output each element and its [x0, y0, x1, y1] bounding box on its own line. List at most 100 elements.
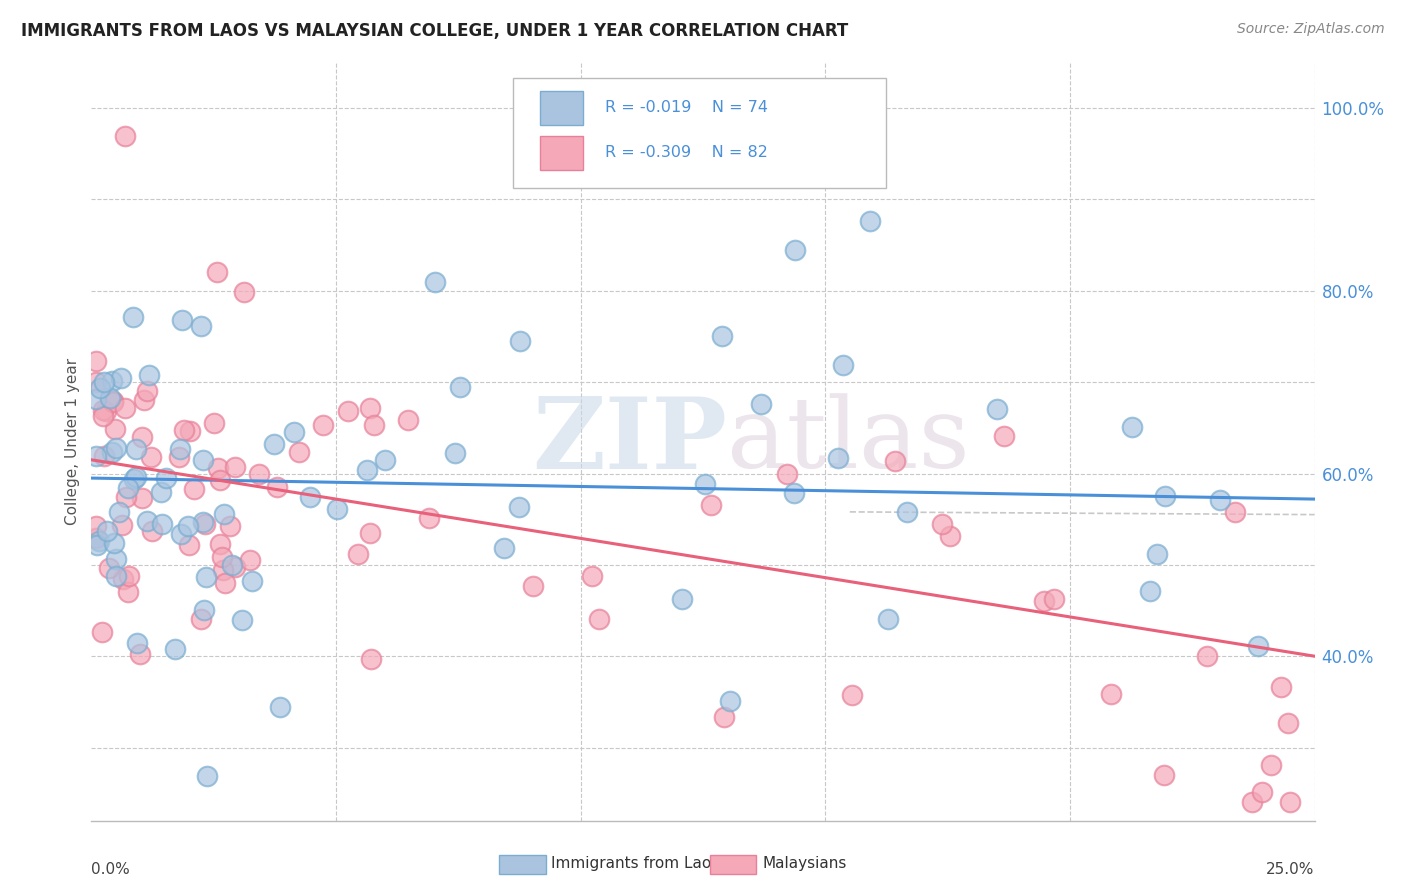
Point [208, 537, 231, 551]
Point [1032, 593, 1054, 607]
Point [93, 375, 115, 389]
Point [169, 442, 191, 457]
Point [581, 569, 603, 583]
Point [84, 392, 107, 406]
Point [105, 551, 128, 566]
Point [84, 376, 107, 390]
Text: 0.0%: 0.0% [91, 863, 131, 878]
Point [167, 450, 190, 464]
Point [492, 541, 515, 555]
FancyBboxPatch shape [513, 78, 886, 187]
Point [214, 576, 236, 591]
Point [94, 404, 117, 418]
Point [101, 394, 124, 409]
Text: Immigrants from Laos: Immigrants from Laos [551, 856, 720, 871]
Point [150, 517, 173, 532]
Point [359, 401, 381, 415]
Point [509, 334, 531, 348]
Point [98, 560, 121, 574]
Text: Malaysians: Malaysians [762, 856, 846, 871]
Point [84, 449, 107, 463]
Point [224, 560, 246, 574]
Point [86, 538, 108, 552]
Point [1043, 592, 1066, 607]
Point [749, 397, 772, 411]
Point [832, 359, 855, 373]
Point [114, 128, 136, 143]
Text: R = -0.309    N = 82: R = -0.309 N = 82 [605, 145, 768, 160]
Point [1279, 796, 1302, 810]
Point [177, 519, 200, 533]
Point [104, 442, 127, 456]
Point [337, 404, 360, 418]
Point [1195, 649, 1218, 664]
Point [125, 470, 148, 484]
Point [136, 384, 159, 399]
Point [212, 563, 235, 577]
Point [84, 519, 107, 533]
Point [1225, 505, 1247, 519]
Point [191, 515, 214, 529]
Point [1209, 493, 1232, 508]
Point [122, 472, 145, 486]
Point [360, 652, 382, 666]
Point [1154, 489, 1177, 503]
Point [98, 391, 121, 405]
Point [938, 529, 960, 543]
Text: 25.0%: 25.0% [1267, 863, 1315, 878]
Y-axis label: College, Under 1 year: College, Under 1 year [65, 358, 80, 525]
Text: IMMIGRANTS FROM LAOS VS MALAYSIAN COLLEGE, UNDER 1 YEAR CORRELATION CHART: IMMIGRANTS FROM LAOS VS MALAYSIAN COLLEG… [21, 22, 848, 40]
Point [221, 558, 243, 573]
Point [713, 709, 735, 723]
Point [1099, 687, 1122, 701]
Point [205, 265, 228, 279]
Point [179, 425, 201, 439]
Point [588, 612, 610, 626]
Point [149, 485, 172, 500]
Point [671, 591, 693, 606]
Point [96, 524, 118, 538]
Point [363, 418, 385, 433]
Point [207, 460, 229, 475]
Point [163, 641, 186, 656]
Point [195, 768, 218, 782]
Point [1139, 584, 1161, 599]
Point [194, 570, 217, 584]
Point [111, 573, 134, 587]
Text: atlas: atlas [727, 393, 970, 490]
Point [1270, 681, 1292, 695]
Point [91, 625, 114, 640]
Point [101, 394, 124, 409]
Point [191, 453, 214, 467]
Point [155, 471, 177, 485]
Point [312, 418, 335, 433]
Text: ZIP: ZIP [533, 393, 727, 490]
Point [132, 393, 155, 408]
Point [93, 409, 115, 423]
Point [993, 429, 1015, 443]
Point [128, 647, 150, 661]
Point [720, 693, 742, 707]
Point [125, 636, 148, 650]
Point [247, 467, 270, 482]
Point [211, 549, 233, 564]
Point [218, 519, 240, 533]
Point [359, 526, 381, 541]
Point [117, 481, 139, 495]
Point [183, 483, 205, 497]
Point [117, 585, 139, 599]
Point [356, 463, 378, 477]
Point [699, 498, 721, 512]
Point [239, 553, 262, 567]
Point [266, 480, 288, 494]
Point [1153, 768, 1175, 782]
Point [785, 244, 807, 258]
Point [193, 602, 215, 616]
Point [89, 381, 111, 395]
Point [1121, 420, 1143, 434]
Point [170, 527, 193, 541]
Point [110, 371, 132, 385]
Point [986, 401, 1008, 416]
Point [877, 612, 900, 626]
Point [711, 329, 734, 343]
